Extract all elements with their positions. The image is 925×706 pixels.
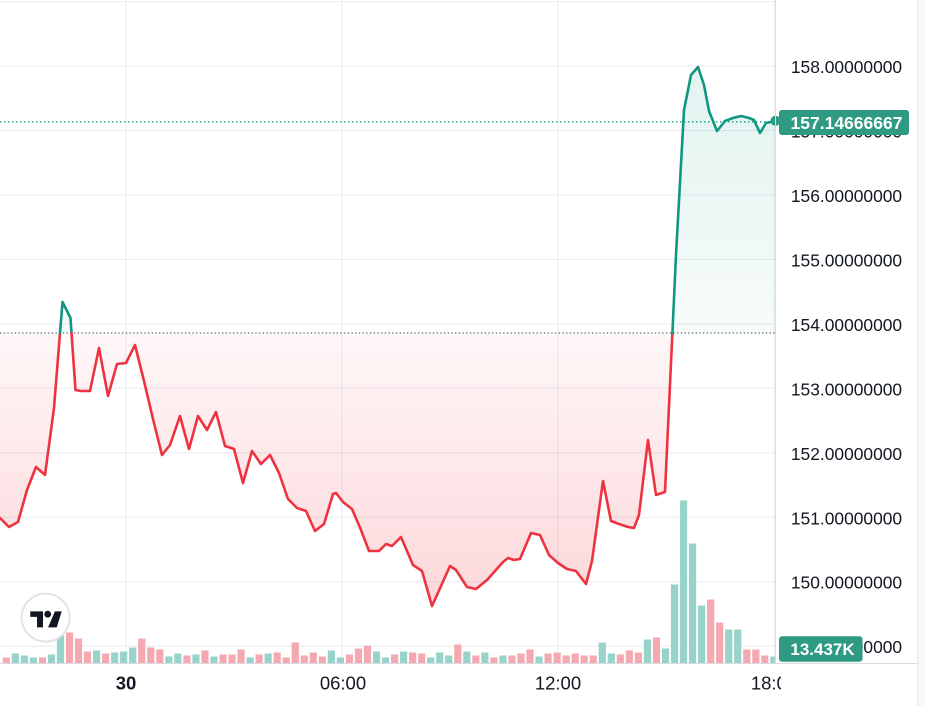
svg-text:151.00000000: 151.00000000 [791, 508, 902, 528]
svg-text:152.00000000: 152.00000000 [791, 444, 902, 464]
svg-text:12:00: 12:00 [535, 673, 581, 694]
svg-text:155.00000000: 155.00000000 [791, 251, 902, 271]
svg-text:153.00000000: 153.00000000 [791, 379, 902, 399]
svg-text:13.437K: 13.437K [790, 640, 855, 659]
svg-text:154.00000000: 154.00000000 [791, 315, 902, 335]
svg-text:18:00: 18:00 [751, 673, 797, 694]
svg-text:06:00: 06:00 [320, 673, 366, 694]
svg-text:30: 30 [116, 673, 137, 694]
svg-text:156.00000000: 156.00000000 [791, 186, 902, 206]
svg-text:158.00000000: 158.00000000 [791, 57, 902, 77]
svg-text:150.00000000: 150.00000000 [791, 573, 902, 593]
svg-text:157.14666667: 157.14666667 [791, 113, 903, 133]
